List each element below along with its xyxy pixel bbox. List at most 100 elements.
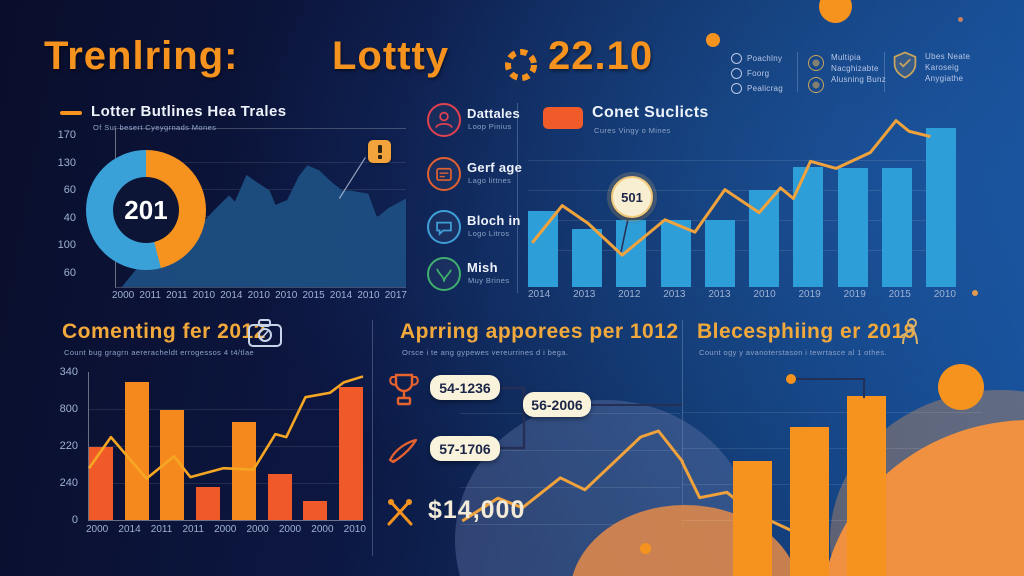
legend-swatch: [543, 107, 583, 129]
clock-icon: [731, 53, 742, 64]
range-pill: 54-1236: [430, 375, 500, 400]
axis-tick: 2014: [118, 524, 141, 535]
metric-sub: Muy Brines: [468, 276, 510, 285]
divider: [517, 103, 518, 293]
x-axis: 2000 2011 2011 2010 2014 2010 2010 2015 2014 2010…: [112, 290, 407, 301]
badge-label: Foorg: [747, 69, 770, 78]
decor-circle: [706, 33, 720, 47]
axis-tick: 2011: [150, 524, 173, 535]
header-badge-group-features: Poachlny Foorg Pealicrag: [731, 52, 783, 95]
axis-tick: 2015: [302, 290, 325, 301]
decor-circle: [958, 17, 963, 22]
card-icon: [427, 157, 461, 191]
axis-tick: 2019: [843, 289, 866, 300]
donut-chart: 201: [86, 150, 206, 270]
gridline: [460, 450, 680, 451]
value-badge: 501: [611, 176, 653, 218]
shield-icon: [893, 51, 917, 79]
donut-center-value: 201: [113, 177, 179, 243]
pill-connector: [588, 404, 682, 406]
axis-tick: 2000: [86, 524, 109, 535]
bar: [925, 127, 956, 287]
y-axis: 170 130 60 40 100 60: [30, 129, 76, 279]
badge-label: Multipia: [831, 53, 861, 62]
axis-tick: 2000: [214, 524, 237, 535]
bar: [196, 487, 221, 520]
coin-icons: [808, 53, 824, 93]
bar-series: [89, 372, 363, 520]
bar: [89, 447, 113, 520]
axis-tick: 100: [57, 239, 76, 252]
bar-chart-plot: [528, 110, 956, 287]
page-title: Trenlring:: [44, 34, 239, 78]
axis-tick: 340: [59, 366, 78, 378]
spark-line-series: [460, 425, 683, 545]
gridline: [682, 520, 982, 521]
divider: [797, 52, 798, 92]
chart-legend-label: Lotter Butlines Hea Trales: [91, 103, 287, 120]
metric-sub: Lago littnes: [468, 176, 512, 185]
axis-tick: 2010: [192, 290, 216, 301]
axis-tick: 2014: [220, 290, 243, 301]
x-axis: 2014 2013 2012 2013 2013 2010 2019 2019 2015 2010: [528, 289, 956, 300]
gridline: [460, 524, 680, 525]
axis-tick: 2000: [112, 290, 135, 301]
divider: [372, 320, 373, 556]
bar: [267, 474, 292, 520]
axis-tick: 2012: [618, 289, 641, 300]
axis-tick: 170: [57, 129, 76, 141]
gridline: [682, 448, 982, 449]
badge-label: Alusning Bunz: [831, 75, 887, 84]
gridline: [528, 159, 956, 161]
camera-icon: [248, 319, 282, 347]
bar-series: [733, 396, 886, 576]
axis-tick: 2010: [343, 524, 366, 535]
chart-subtitle: Of Sur besert Cyeygrnads Mones: [93, 123, 217, 132]
plant-icon: [427, 257, 461, 291]
divider: [884, 52, 885, 92]
gridline: [89, 409, 363, 410]
axis-tick: 240: [59, 477, 78, 489]
axis-tick: 800: [59, 403, 78, 415]
coin-icon: [808, 55, 824, 71]
decor-dot: [972, 290, 978, 296]
axis-tick: 2000: [278, 524, 302, 535]
metric-sub: Logo Litros: [468, 229, 510, 238]
line-series: [528, 110, 956, 287]
bar: [231, 422, 256, 520]
badge-row: Poachlny: [731, 52, 783, 65]
panel-subtitle: Orsce i te ang gypewes vereurrines d i b…: [402, 348, 569, 357]
bar: [572, 228, 603, 287]
axis-tick: 2010: [247, 290, 270, 301]
knife-icon: [388, 438, 418, 464]
alert-annotation-icon: [368, 140, 391, 163]
chart-legend-label: Conet Suclicts: [592, 104, 709, 121]
bar: [528, 210, 558, 287]
range-pill: 57-1706: [430, 436, 500, 461]
badge-connector: [615, 212, 635, 256]
bar: [837, 168, 868, 287]
badge-row: Foorg: [731, 67, 783, 80]
gridline: [89, 483, 363, 484]
metric-name: Dattales: [467, 106, 520, 121]
pie-icon: [731, 83, 742, 94]
gridline: [460, 487, 680, 488]
panel-title: Comenting fer 2012: [62, 320, 266, 343]
x-axis: 2000 2014 2011 2011 2000 2000 2000 2000 2010: [86, 524, 366, 535]
axis-tick: 2017: [384, 290, 407, 301]
axis-tick: 2000: [311, 524, 334, 535]
target-icon: [731, 68, 742, 79]
panel-title: Aprring apporees per 1012: [400, 320, 679, 343]
panel-title: Blecesphiing er 2019: [697, 320, 916, 343]
axis-tick: 130: [57, 156, 76, 169]
metric-name: Gerf age: [467, 160, 523, 175]
line-series: [89, 372, 363, 520]
axis-tick: 2013: [663, 289, 686, 300]
bar: [338, 386, 363, 520]
decor-dot: [640, 543, 651, 554]
bar: [790, 426, 829, 576]
axis-tick: 2014: [528, 289, 551, 300]
decor-circle: [938, 364, 984, 410]
figure-icon: [900, 318, 918, 345]
